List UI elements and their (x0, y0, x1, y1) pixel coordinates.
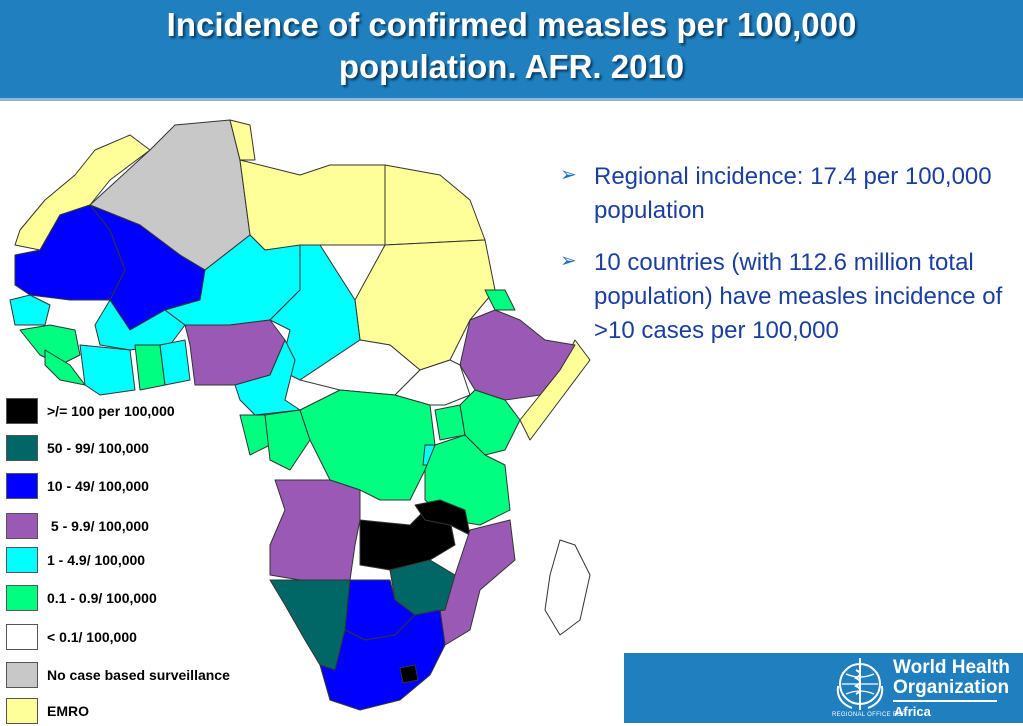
legend-label: 1 - 4.9/ 100,000 (47, 552, 146, 568)
who-emblem-icon (836, 658, 884, 710)
who-regional-label: REGIONAL OFFICE FOR (832, 712, 907, 718)
legend-swatch (6, 624, 38, 650)
region-angola-purple (269, 479, 361, 581)
bullet-text: 10 countries (with 112.6 million total p… (594, 249, 1003, 344)
legend-label: >/= 100 per 100,000 (47, 403, 175, 419)
legend-label: EMRO (47, 703, 89, 719)
legend-item-0.1-0.9: 0.1 - 0.9/ 100,000 (0, 583, 157, 613)
legend-item-ge-100: >/= 100 per 100,000 (0, 396, 175, 426)
legend-label: No case based surveillance (47, 667, 230, 683)
region-zambia-black (359, 509, 456, 571)
region-libya-emro (239, 159, 386, 251)
region-guinea-green (19, 324, 81, 366)
key-facts-list: ➢ Regional incidence: 17.4 per 100,000 p… (560, 160, 1010, 366)
bullet-regional-incidence: ➢ Regional incidence: 17.4 per 100,000 p… (560, 160, 1010, 228)
title-banner: Incidence of confirmed measles per 100,0… (0, 0, 1023, 101)
region-togo-cyan (159, 339, 191, 386)
legend-item-10-49: 10 - 49/ 100,000 (0, 471, 149, 501)
region-ivorycoast-cyan (79, 344, 136, 396)
arrow-bullet-icon: ➢ (560, 250, 577, 272)
legend-item-5-9.9: 5 - 9.9/ 100,000 (0, 511, 149, 541)
legend-item-1-4.9: 1 - 4.9/ 100,000 (0, 545, 145, 575)
region-egypt-emro (384, 164, 486, 246)
region-cameroon-cyan (234, 339, 301, 416)
region-senegal-cyan (9, 294, 51, 326)
region-tunisia-emro (229, 119, 256, 161)
legend-label: 0.1 - 0.9/ 100,000 (47, 590, 157, 606)
legend-item-emro: EMRO (0, 696, 89, 726)
who-logo-panel: World Health Organization REGIONAL OFFIC… (624, 653, 1023, 723)
region-westcoast-green (44, 349, 86, 386)
region-drc-green (299, 389, 436, 501)
region-madagascar-white (544, 539, 591, 636)
region-southsudan-white (394, 359, 471, 406)
legend-swatch (6, 398, 38, 424)
legend-swatch (6, 585, 38, 611)
legend-swatch (6, 662, 38, 688)
legend-swatch (6, 547, 38, 573)
legend-item-lt-0.1: < 0.1/ 100,000 (0, 622, 137, 652)
legend-label: 50 - 99/ 100,000 (47, 440, 149, 456)
legend-item-50-99: 50 - 99/ 100,000 (0, 433, 149, 463)
legend-swatch (6, 698, 38, 724)
region-congo-green (264, 409, 311, 471)
bullet-text: Regional incidence: 17.4 per 100,000 pop… (594, 163, 992, 224)
who-region-name: Africa (894, 704, 931, 719)
legend-label: < 0.1/ 100,000 (47, 629, 137, 645)
legend-swatch (6, 513, 38, 539)
bullet-countries-incidence: ➢ 10 countries (with 112.6 million total… (560, 246, 1010, 348)
who-org-name: World Health Organization (893, 657, 1010, 698)
legend-label: 5 - 9.9/ 100,000 (47, 518, 149, 534)
region-ethiopia-purple (459, 309, 576, 401)
region-southafrica-blue (319, 609, 446, 711)
legend-swatch (6, 435, 38, 461)
region-lesotho-black (399, 664, 419, 684)
legend-label: 10 - 49/ 100,000 (47, 478, 149, 494)
africa-measles-map (9, 119, 591, 711)
slide-title: Incidence of confirmed measles per 100,0… (166, 6, 857, 85)
region-eritrea-green (484, 289, 516, 311)
legend-swatch (6, 473, 38, 499)
legend-item-no-surveillance: No case based surveillance (0, 660, 230, 690)
arrow-bullet-icon: ➢ (560, 164, 577, 186)
logo-divider (893, 700, 997, 702)
